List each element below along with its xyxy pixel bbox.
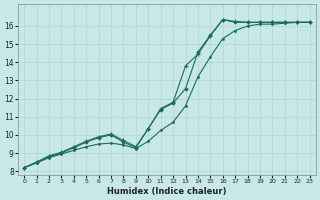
X-axis label: Humidex (Indice chaleur): Humidex (Indice chaleur) xyxy=(107,187,227,196)
